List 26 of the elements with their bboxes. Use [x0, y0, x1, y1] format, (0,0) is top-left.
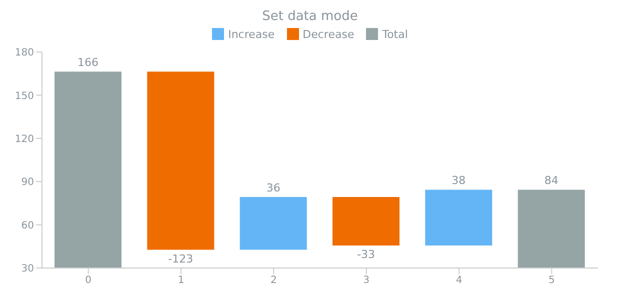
x-tick-label: 5: [548, 275, 555, 286]
legend-label: Total: [382, 28, 408, 40]
data-label: 84: [544, 174, 558, 188]
y-tick-label: 150: [14, 90, 34, 102]
x-tick-label: 1: [178, 275, 184, 286]
data-label: -123: [168, 252, 194, 266]
bar: [425, 190, 492, 246]
y-tick-label: 30: [21, 264, 34, 275]
bar: [147, 72, 214, 250]
x-tick-label: 4: [456, 275, 462, 286]
bar: [332, 196, 400, 246]
data-label: 36: [266, 181, 280, 194]
chart-title: Set data mode: [261, 8, 359, 26]
x-tick-label: 0: [85, 275, 92, 286]
y-tick-label: 60: [21, 220, 34, 232]
data-label: 38: [452, 174, 466, 188]
y-tick-label: 90: [21, 177, 34, 188]
y-tick-label: 120: [14, 134, 34, 145]
data-label: -33: [357, 248, 375, 261]
y-tick-label: 180: [14, 48, 34, 59]
legend-label: Decrease: [302, 28, 354, 40]
bar: [240, 196, 307, 250]
data-label: 166: [78, 56, 98, 70]
x-tick-label: 2: [270, 275, 277, 286]
legend-label: Increase: [228, 28, 275, 40]
x-tick-label: 3: [363, 275, 370, 286]
